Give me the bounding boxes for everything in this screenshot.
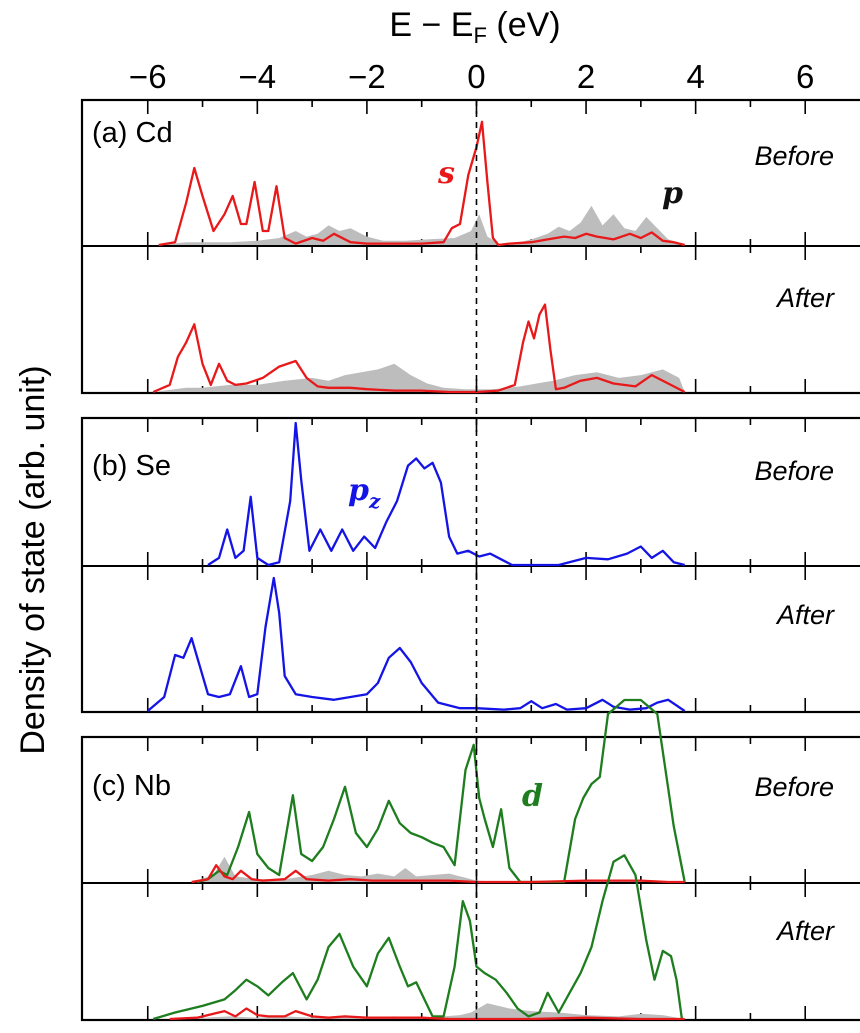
x-tick-label: 2 (577, 58, 595, 95)
x-axis-title: E − EF (eV) (389, 6, 560, 48)
x-tick-label: −2 (348, 58, 386, 95)
orbital-label-s: s (437, 156, 455, 191)
dos-line-d (196, 698, 686, 884)
panel-frame (80, 735, 860, 1022)
x-tick-label: −6 (129, 58, 167, 95)
orbital-label-p: p (662, 176, 683, 211)
state-label: After (775, 916, 835, 946)
state-label: After (775, 283, 835, 313)
dos-line-s (158, 120, 685, 247)
x-tick-label: −4 (239, 58, 277, 95)
dos-line-s (191, 864, 685, 884)
panel-frame (80, 416, 860, 714)
panel-se-after (146, 576, 686, 712)
panel-cd-before (158, 120, 685, 247)
panel-label: (a) Cd (92, 117, 173, 149)
x-tick-labels: −6 −4 −2 0 2 4 6 (129, 58, 814, 95)
dos-fill-p (158, 205, 685, 245)
dos-fill-p (191, 856, 685, 882)
state-label: Before (754, 141, 834, 171)
state-label: Before (754, 772, 834, 802)
panel-nb-before (191, 698, 686, 884)
dos-line-pz (146, 576, 686, 712)
orbital-label-d: d (522, 779, 543, 814)
x-tick-label: 4 (686, 58, 704, 95)
dos-fill-p (169, 1003, 685, 1019)
state-label: After (775, 600, 835, 630)
dos-line-s (152, 303, 686, 394)
x-tick-label: 6 (796, 58, 814, 95)
dos-line-s (169, 1007, 685, 1020)
dos-fill-p (153, 363, 685, 392)
y-axis-title: Density of state (arb. unit) (14, 365, 52, 754)
panel-label: (b) Se (92, 450, 171, 482)
orbital-label-pz: pz (348, 473, 381, 513)
dos-line-d (152, 854, 684, 1020)
dos-line-pz (207, 421, 685, 567)
panel-cd-after (152, 303, 686, 394)
panel-label: (c) Nb (92, 770, 171, 802)
x-tick-label: 0 (467, 58, 485, 95)
panel-nb-after (152, 854, 685, 1020)
panel-border (80, 735, 860, 1022)
panel-se-before (207, 421, 685, 567)
panels: (a) Cd Before After (b) Se Before After (c) Nb… (80, 98, 860, 1022)
state-label: Before (754, 456, 834, 486)
